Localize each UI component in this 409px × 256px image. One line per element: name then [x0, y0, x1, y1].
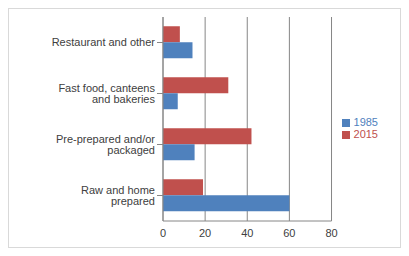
svg-text:0: 0 — [160, 227, 166, 239]
html-text:1985: 1985 — [353, 116, 378, 128]
svg-text:Fast food, canteensand bakerie: Fast food, canteensand bakeries — [58, 82, 155, 105]
svg-text:80: 80 — [325, 227, 337, 239]
svg-text:40: 40 — [241, 227, 253, 239]
svg-text:Raw and homeprepared: Raw and homeprepared — [81, 184, 155, 207]
svg-text:Pre-prepared and/orpackaged: Pre-prepared and/orpackaged — [56, 133, 155, 156]
svg-text:20: 20 — [199, 227, 211, 239]
html-text:2015: 2015 — [353, 128, 378, 140]
svg-text:Restaurant and other: Restaurant and other — [52, 36, 156, 48]
svg-text:60: 60 — [283, 227, 295, 239]
